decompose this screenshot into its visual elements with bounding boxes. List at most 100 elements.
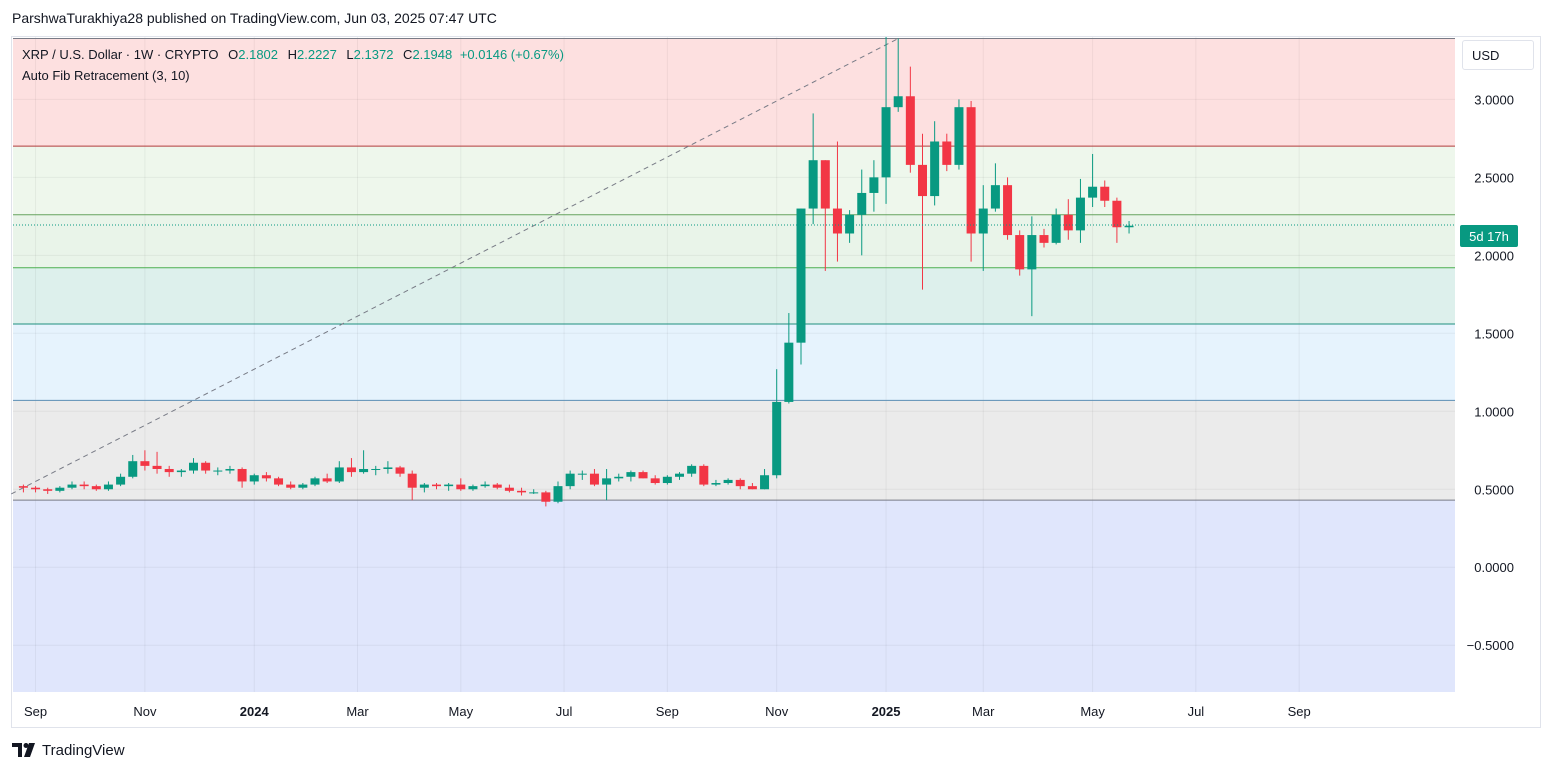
candle	[675, 472, 684, 480]
candle-body	[954, 107, 964, 165]
candle	[383, 461, 393, 474]
candle-body	[1003, 185, 1013, 236]
candle-body	[881, 107, 891, 178]
candle-body	[249, 475, 259, 482]
candle	[662, 475, 672, 485]
candle	[444, 483, 454, 491]
tradingview-brand: TradingView	[42, 741, 125, 759]
candle	[237, 467, 247, 488]
candle-body	[675, 473, 684, 477]
candle-body	[1015, 235, 1025, 270]
candle	[43, 487, 53, 494]
candle-body	[67, 484, 77, 488]
candle-body	[699, 465, 709, 485]
candle-body	[1112, 200, 1122, 228]
candle-body	[735, 479, 745, 487]
candle-body	[480, 484, 490, 487]
candle	[602, 468, 612, 501]
candle-body	[395, 467, 405, 474]
candle-body	[1063, 214, 1073, 231]
fib-zones	[13, 38, 1455, 692]
price-tick-label: 2.0000	[1474, 248, 1514, 263]
candle-body	[189, 462, 198, 471]
candle	[468, 484, 478, 491]
time-axis[interactable]: Sep Nov 2024 Mar May Jul Sep Nov 2025 Mar May Jul Se…	[24, 704, 1311, 719]
candle	[1015, 230, 1025, 276]
fib-zone-2	[13, 214, 1455, 268]
candle	[419, 483, 429, 493]
candle	[565, 470, 575, 490]
indicator-title[interactable]: Auto Fib Retracement (3, 10)	[22, 68, 190, 83]
symbol-title[interactable]: XRP / U.S. Dollar · 1W · CRYPTO	[22, 47, 219, 62]
candle	[1063, 199, 1073, 240]
time-tick-label: Sep	[656, 704, 679, 719]
candle	[687, 464, 697, 477]
candle	[699, 464, 709, 487]
candle	[79, 481, 89, 490]
price-tick-label: 3.0000	[1474, 92, 1514, 107]
ohlc-row: XRP / U.S. Dollar · 1W · CRYPTO O2.1802 …	[22, 44, 564, 65]
candle-body	[808, 160, 818, 209]
trend-line	[11, 38, 899, 495]
candle-body	[711, 483, 721, 485]
tradingview-logo[interactable]: TradingView	[12, 740, 125, 760]
candle	[395, 465, 405, 477]
candle	[553, 481, 563, 504]
candle	[589, 468, 599, 487]
candle-body	[602, 478, 612, 485]
candle	[978, 185, 988, 271]
candle-body	[869, 177, 879, 193]
change-value: +0.0146 (+0.67%)	[459, 47, 564, 62]
price-tick-label: 0.5000	[1474, 482, 1514, 497]
fib-levels	[13, 38, 1455, 501]
candle-body	[128, 461, 138, 477]
candle-body	[626, 472, 636, 477]
candle-body	[930, 141, 940, 197]
candle-body	[638, 472, 648, 479]
candle	[504, 484, 514, 493]
symbol-legend[interactable]: XRP / U.S. Dollar · 1W · CRYPTO O2.1802 …	[22, 44, 564, 86]
close-label: C	[403, 47, 413, 62]
candle-body	[419, 484, 429, 488]
candle	[954, 99, 964, 170]
candle-body	[261, 475, 271, 479]
candle-body	[31, 487, 41, 490]
candle-body	[383, 467, 393, 469]
currency-button[interactable]: USD	[1462, 40, 1534, 70]
candle-body	[407, 473, 417, 488]
candle-body	[589, 473, 599, 485]
time-tick-label: Jul	[1188, 704, 1205, 719]
fib-zone-3	[13, 267, 1455, 324]
candle	[517, 487, 527, 496]
candle-body	[553, 486, 563, 502]
candle-body	[832, 208, 842, 234]
candle	[152, 451, 162, 474]
candle-body	[529, 492, 539, 494]
candle	[492, 483, 502, 490]
candle	[1051, 208, 1061, 245]
candle	[274, 476, 284, 487]
candle-body	[371, 468, 381, 470]
candle-body	[614, 476, 624, 479]
fib-zone-1	[13, 146, 1455, 215]
candle	[881, 37, 891, 204]
candle	[480, 481, 490, 488]
price-tick-label: 0.0000	[1474, 560, 1514, 575]
price-axis[interactable]: 3.0000 2.5000 2.0000 1.5000 1.0000 0.5000 0.00…	[1467, 92, 1514, 653]
time-tick-label: Mar	[346, 704, 369, 719]
candle	[334, 461, 344, 484]
candle	[371, 465, 381, 476]
candle	[820, 160, 830, 271]
candle	[91, 484, 101, 491]
candle	[930, 121, 940, 206]
candle-body	[1124, 225, 1134, 228]
candle-body	[346, 467, 356, 473]
candle-body	[918, 164, 927, 197]
candle-body	[492, 484, 502, 488]
candle	[966, 100, 976, 262]
candle	[638, 470, 648, 479]
candle	[869, 160, 879, 212]
candle	[711, 479, 721, 487]
candle	[808, 113, 818, 225]
